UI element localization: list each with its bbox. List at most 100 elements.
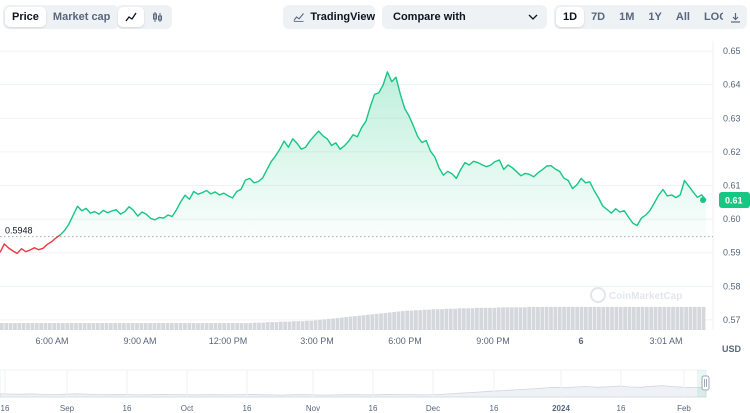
volume-bar — [418, 310, 423, 330]
volume-bar — [658, 306, 662, 330]
volume-bar — [239, 323, 244, 330]
y-tick-label-7: 0.64 — [723, 80, 741, 90]
range-toggle: 1D 7D 1M 1Y All LOG — [554, 5, 737, 29]
volume-bar — [684, 306, 688, 330]
volume-bar — [531, 306, 536, 330]
volume-bar — [13, 323, 17, 330]
volume-bar — [444, 308, 449, 330]
volume-bar — [43, 323, 48, 330]
volume-bar — [557, 306, 562, 330]
open-price-label: 0.5948 — [5, 226, 33, 236]
volume-bar — [122, 323, 126, 330]
volume-bar — [339, 317, 344, 330]
volume-bar — [671, 306, 675, 330]
y-tick-label-1: 0.58 — [723, 281, 741, 291]
volume-bar — [261, 322, 266, 330]
volume-bar — [461, 308, 466, 330]
watermark-logo: CoinMarketCap — [590, 287, 682, 303]
x-tick-label-1: 9:00 AM — [123, 336, 156, 346]
volume-bar — [0, 323, 4, 330]
candlestick-icon[interactable] — [144, 7, 170, 27]
volume-bar — [148, 323, 152, 330]
volume-bar — [104, 323, 109, 330]
navigator-handle — [701, 375, 710, 391]
volume-bar — [217, 323, 222, 330]
volume-bar — [666, 306, 671, 330]
navigator-tick-4: 16 — [243, 404, 252, 413]
navigator-tick-2: 16 — [123, 404, 132, 413]
volume-bar — [427, 309, 431, 330]
price-line-down — [0, 234, 61, 255]
navigator-tick-3: Oct — [181, 404, 194, 413]
volume-bar — [183, 323, 187, 330]
volume-bar — [701, 306, 706, 330]
volume-bar — [610, 306, 614, 330]
volume-bar — [300, 321, 305, 330]
volume-bar — [78, 323, 83, 330]
volume-bar — [287, 321, 292, 330]
volume-bar — [204, 323, 209, 330]
y-tick-label-0: 0.57 — [723, 315, 741, 325]
volume-bar — [570, 306, 575, 330]
volume-bar — [296, 321, 301, 330]
range-1y[interactable]: 1Y — [648, 11, 662, 23]
volume-bar — [130, 323, 135, 330]
volume-bar — [640, 306, 645, 330]
range-log[interactable]: LOG — [703, 11, 728, 23]
volume-bar — [383, 312, 388, 330]
volume-bar — [161, 323, 166, 330]
download-icon — [730, 12, 740, 23]
volume-bar — [392, 311, 396, 330]
range-1m[interactable]: 1M — [619, 11, 635, 23]
volume-bar — [448, 308, 453, 330]
range-7d[interactable]: 7D — [591, 11, 606, 23]
volume-bar — [169, 323, 174, 330]
range-1d[interactable]: 1D — [556, 7, 585, 27]
volume-bars — [0, 306, 706, 330]
volume-bar — [17, 323, 22, 330]
download-button[interactable] — [723, 5, 747, 29]
volume-bar — [627, 306, 632, 330]
navigator-tick-0: 16 — [1, 404, 10, 413]
line-chart-icon[interactable] — [118, 7, 144, 27]
navigator-tick-1: Sep — [60, 404, 75, 413]
volume-bar — [196, 323, 200, 330]
volume-bar — [697, 306, 702, 330]
y-axis-unit: USD — [722, 344, 742, 354]
navigator-tick-11: Feb — [677, 404, 691, 413]
volume-bar — [87, 323, 91, 330]
volume-bar — [113, 323, 118, 330]
range-navigator[interactable]: 16 Sep 16 Oct 16 Nov 16 Dec 16 2024 16 Feb — [0, 369, 710, 413]
volume-bar — [34, 323, 39, 330]
navigator-area — [0, 385, 707, 398]
volume-bar — [509, 307, 514, 330]
price-tab[interactable]: Price — [5, 7, 46, 27]
volume-bar — [26, 323, 30, 330]
range-all[interactable]: All — [675, 11, 690, 23]
volume-bar — [440, 309, 444, 330]
tradingview-button[interactable]: TradingView — [283, 5, 375, 29]
volume-bar — [675, 306, 680, 330]
volume-bar — [414, 310, 418, 330]
volume-bar — [435, 309, 440, 330]
volume-bar — [679, 306, 684, 330]
market-cap-tab[interactable]: Market cap — [52, 11, 111, 23]
compare-with-select[interactable]: Compare with — [382, 5, 547, 29]
volume-bar — [409, 310, 414, 330]
volume-bar — [39, 323, 43, 330]
volume-bar — [623, 306, 627, 330]
volume-bar — [583, 306, 588, 330]
volume-bar — [466, 308, 471, 330]
volume-bar — [636, 306, 641, 330]
volume-bar — [549, 306, 553, 330]
volume-bar — [91, 323, 96, 330]
volume-bar — [692, 306, 697, 330]
x-tick-label-2: 12:00 PM — [209, 336, 248, 346]
navigator-tick-5: Nov — [306, 404, 320, 413]
volume-bar — [618, 306, 623, 330]
volume-bar — [400, 311, 405, 330]
volume-bar — [536, 306, 540, 330]
volume-bar — [291, 321, 296, 330]
volume-bar — [379, 313, 383, 330]
